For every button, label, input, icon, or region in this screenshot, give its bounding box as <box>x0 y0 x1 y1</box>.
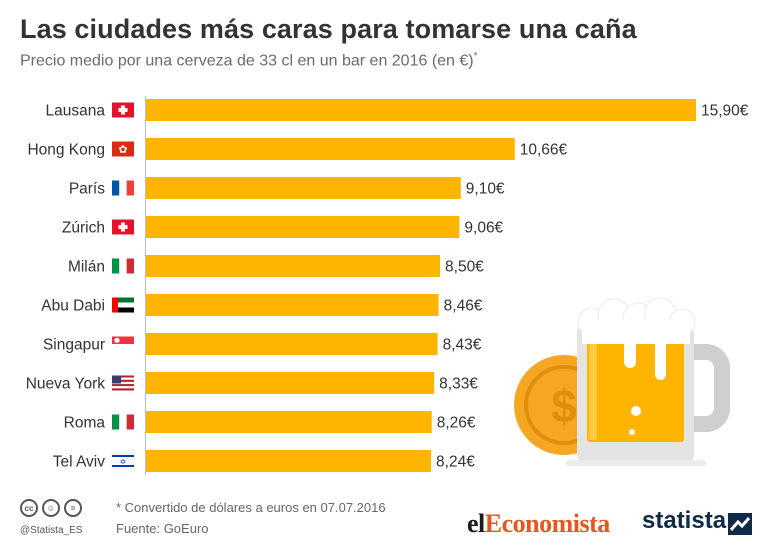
eleconomista-logo-el: el <box>467 509 485 538</box>
bar <box>146 138 515 160</box>
bar <box>146 177 461 199</box>
israel-flag: ✡ <box>111 453 135 469</box>
value-label: 9,06€ <box>464 220 503 237</box>
bar <box>146 255 441 277</box>
chart-subtitle: Precio medio por una cerveza de 33 cl en… <box>20 51 478 70</box>
bar-row: Abu Dabi 8,46€ <box>41 294 483 316</box>
statista-handle: @Statista_ES <box>20 525 83 536</box>
category-label: Lausana <box>46 103 106 120</box>
value-label: 8,46€ <box>444 298 483 315</box>
bar <box>146 216 460 238</box>
bar <box>146 411 432 433</box>
bar-rows: Lausana 15,90€ Hong Kong ✿ 10,66€ París 9,10€ Z… <box>26 99 749 472</box>
value-label: 8,33€ <box>439 376 478 393</box>
value-label: 8,24€ <box>436 454 475 471</box>
svg-text:✿: ✿ <box>118 143 127 156</box>
hong-kong-flag: ✿ <box>112 141 134 157</box>
category-label: Milán <box>68 259 105 276</box>
eleconomista-logo-name: Economista <box>484 509 611 538</box>
value-label: 10,66€ <box>520 142 568 159</box>
value-label: 8,50€ <box>445 259 484 276</box>
bar-row: Milán 8,50€ <box>68 255 484 277</box>
attribution-icon: ☺ <box>42 499 60 517</box>
category-label: Abu Dabi <box>41 298 105 315</box>
category-label: Zúrich <box>62 220 105 237</box>
france-flag <box>112 180 134 196</box>
bar <box>146 333 438 355</box>
no-derivatives-icon: = <box>64 499 82 517</box>
foam-icon <box>577 297 696 435</box>
subtitle-text: Precio medio por una cerveza de 33 cl en… <box>20 52 474 70</box>
value-label: 9,10€ <box>466 181 505 198</box>
uae-flag <box>112 297 134 313</box>
bar-row: Lausana 15,90€ <box>46 99 749 121</box>
bar <box>146 99 696 121</box>
bar-row: Singapur 8,43€ <box>43 333 482 355</box>
bar <box>146 372 435 394</box>
switzerland-flag <box>112 219 134 235</box>
bar <box>146 450 432 472</box>
eleconomista-logo: elEconomista <box>467 509 610 539</box>
cc-icon: cc <box>20 499 38 517</box>
bar-row: Nueva York 8,33€ <box>26 372 478 394</box>
category-label: Hong Kong <box>27 142 105 159</box>
category-label: Singapur <box>43 337 105 354</box>
license-icons: cc ☺ = <box>20 499 82 517</box>
italy-flag <box>112 414 134 430</box>
bar <box>146 294 439 316</box>
usa-flag <box>112 375 134 391</box>
beer-illustration: $ <box>514 297 730 466</box>
value-label: 8,26€ <box>437 415 476 432</box>
category-label: Nueva York <box>26 376 106 393</box>
value-label: 15,90€ <box>701 103 749 120</box>
singapore-flag <box>112 336 134 352</box>
switzerland-flag <box>112 102 134 118</box>
chart-title: Las ciudades más caras para tomarse una … <box>20 14 637 44</box>
value-label: 8,43€ <box>443 337 482 354</box>
dollar-icon: $ <box>551 380 577 432</box>
italy-flag <box>112 258 134 274</box>
category-label: Roma <box>64 415 106 432</box>
subtitle-footnote-mark: * <box>473 51 478 62</box>
statista-logo: statista <box>642 507 727 534</box>
bar-row: París 9,10€ <box>69 177 505 199</box>
mug-handle-icon <box>690 344 730 432</box>
category-label: París <box>69 181 105 198</box>
footnote: * Convertido de dólares a euros en 07.07… <box>116 500 386 515</box>
bar-row: Roma 8,26€ <box>64 411 476 433</box>
bar-row: Hong Kong ✿ 10,66€ <box>27 138 568 160</box>
source-text: Fuente: GoEuro <box>116 521 209 536</box>
category-label: Tel Aviv <box>53 454 106 471</box>
statista-logo-icon <box>728 513 752 535</box>
bar-row: Zúrich 9,06€ <box>62 216 504 238</box>
bar-row: Tel Aviv ✡ 8,24€ <box>53 450 475 472</box>
svg-text:✡: ✡ <box>120 457 127 466</box>
